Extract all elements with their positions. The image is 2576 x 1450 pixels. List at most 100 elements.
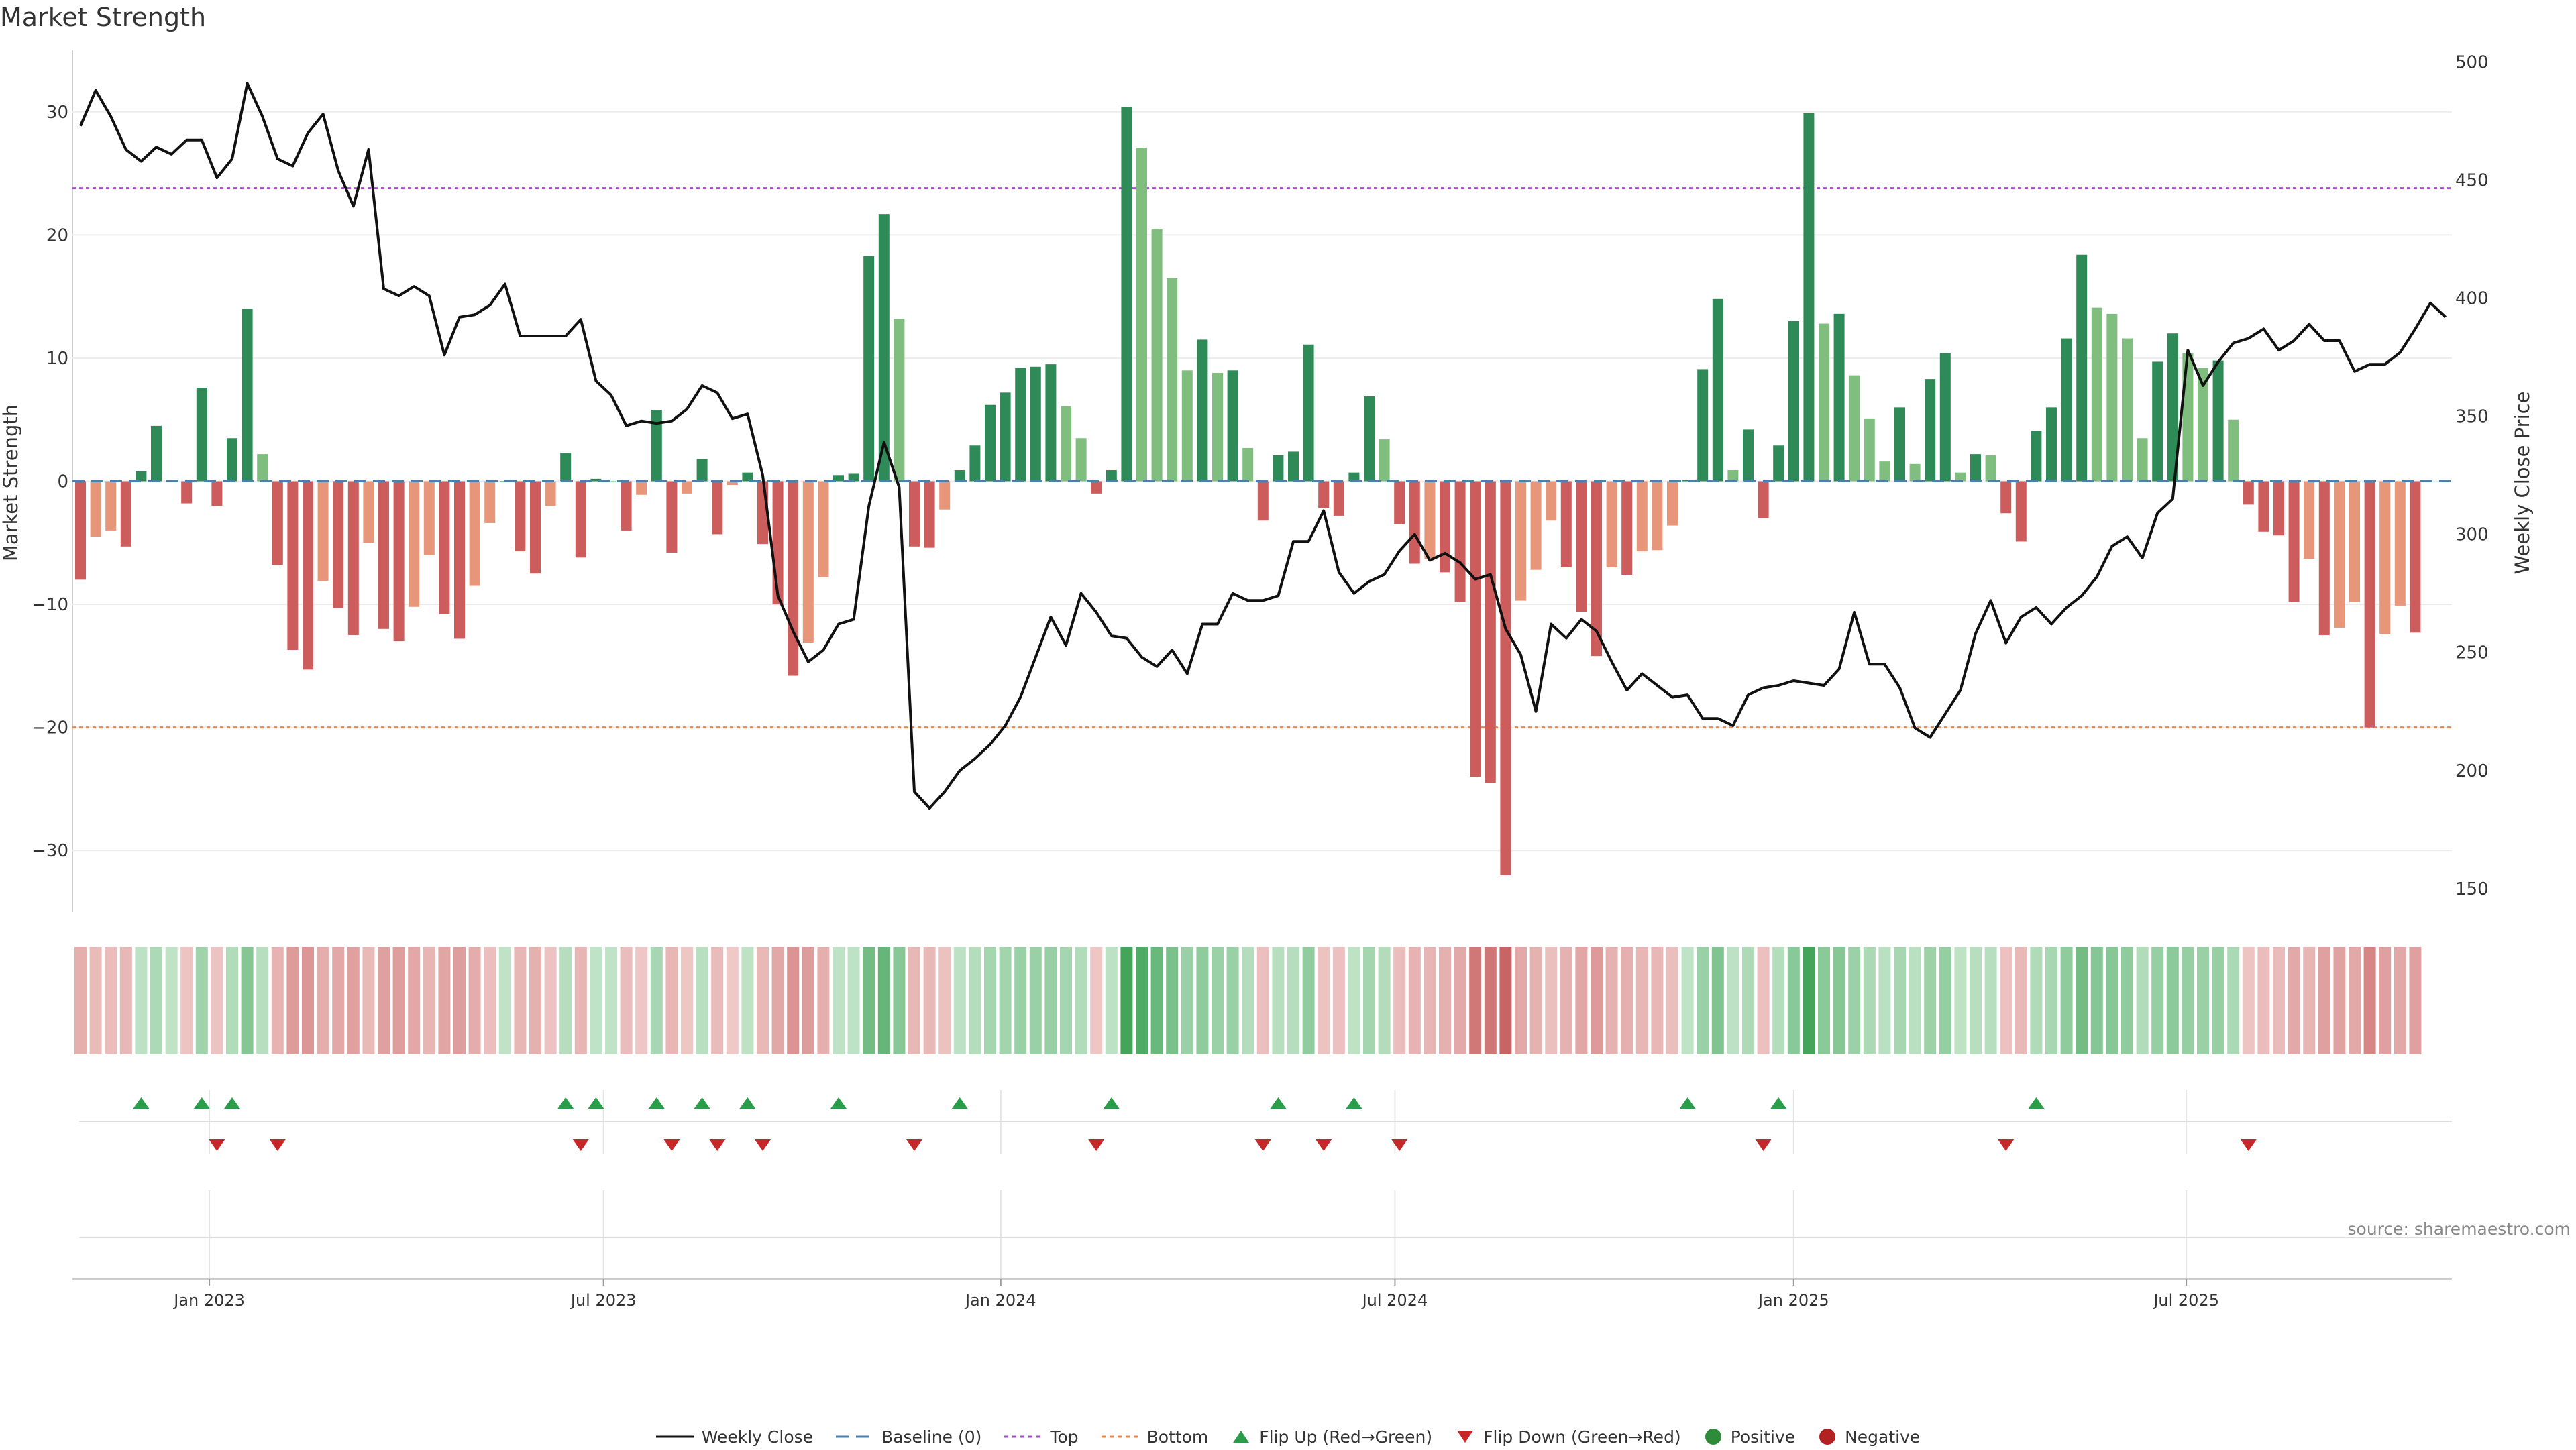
strength-bar bbox=[469, 481, 480, 586]
strength-bar bbox=[848, 473, 859, 482]
strength-bar bbox=[1985, 455, 1996, 482]
heat-cell bbox=[1120, 947, 1133, 1054]
strength-bar bbox=[196, 387, 207, 482]
strength-bar bbox=[2137, 438, 2148, 482]
heat-cell bbox=[2000, 947, 2012, 1054]
strength-bar bbox=[621, 481, 632, 531]
heat-cell bbox=[1635, 947, 1648, 1054]
strength-bar bbox=[1454, 481, 1466, 602]
flip-down-marker bbox=[663, 1139, 680, 1151]
heat-cell bbox=[302, 947, 314, 1054]
flip-up-marker bbox=[2028, 1097, 2045, 1109]
heat-cell bbox=[1878, 947, 1891, 1054]
heat-cell bbox=[1090, 947, 1103, 1054]
heat-cell bbox=[1029, 947, 1042, 1054]
heat-cell bbox=[1226, 947, 1239, 1054]
heat-cell bbox=[1105, 947, 1118, 1054]
strength-bar bbox=[1318, 481, 1330, 508]
heat-cell bbox=[2015, 947, 2027, 1054]
heat-cell bbox=[514, 947, 527, 1054]
strength-bar bbox=[651, 410, 662, 482]
y-tick-label: 20 bbox=[46, 225, 68, 245]
y2-tick-label: 450 bbox=[2455, 171, 2489, 191]
strength-bar bbox=[1530, 481, 1542, 570]
heat-cell bbox=[165, 947, 178, 1054]
y2-tick-label: 300 bbox=[2455, 525, 2489, 545]
legend-baseline: Baseline (0) bbox=[836, 1427, 982, 1447]
heat-cell bbox=[2273, 947, 2285, 1054]
heat-cell bbox=[2409, 947, 2422, 1054]
heat-cell bbox=[317, 947, 329, 1054]
heat-cell bbox=[1818, 947, 1830, 1054]
heat-cell bbox=[574, 947, 587, 1054]
heat-cell bbox=[2136, 947, 2149, 1054]
strength-bar bbox=[227, 438, 237, 482]
strength-bar bbox=[515, 481, 526, 552]
strength-bar bbox=[1485, 481, 1496, 783]
heat-cell bbox=[423, 947, 435, 1054]
x-tick-label: Jul 2023 bbox=[570, 1291, 637, 1310]
strength-bar bbox=[1424, 481, 1436, 559]
heat-cell bbox=[1014, 947, 1027, 1054]
heat-cell bbox=[1499, 947, 1512, 1054]
flip-up-marker bbox=[224, 1097, 240, 1109]
strength-bar bbox=[317, 481, 329, 581]
heat-cell bbox=[1363, 947, 1375, 1054]
heat-cell bbox=[2318, 947, 2330, 1054]
strength-bar bbox=[303, 481, 313, 670]
strength-bar bbox=[560, 453, 572, 482]
heat-cell bbox=[833, 947, 845, 1054]
heat-cell bbox=[438, 947, 451, 1054]
strength-bar bbox=[1682, 480, 1693, 482]
flip-down-marker bbox=[572, 1139, 589, 1151]
strength-bar bbox=[727, 481, 738, 486]
heat-cell bbox=[2166, 947, 2179, 1054]
x-tick-label: Jan 2024 bbox=[964, 1291, 1036, 1310]
flip-down-marker bbox=[906, 1139, 922, 1151]
flip-down-marker bbox=[2240, 1139, 2257, 1151]
strength-bar bbox=[393, 481, 405, 642]
heat-cell bbox=[1212, 947, 1224, 1054]
strength-bar bbox=[484, 481, 496, 523]
strength-bar bbox=[1591, 481, 1602, 657]
strength-bar bbox=[969, 445, 981, 482]
heat-cell bbox=[665, 947, 678, 1054]
y-tick-label: −30 bbox=[32, 841, 68, 861]
heat-cell bbox=[620, 947, 633, 1054]
heat-cell bbox=[408, 947, 421, 1054]
heat-cell bbox=[2151, 947, 2164, 1054]
heat-cell bbox=[1787, 947, 1800, 1054]
heat-cell bbox=[2121, 947, 2133, 1054]
flip-up-marker bbox=[588, 1097, 604, 1109]
y-tick-label: −20 bbox=[32, 718, 68, 738]
x-tick-label: Jul 2024 bbox=[1361, 1291, 1428, 1310]
heat-cell bbox=[953, 947, 966, 1054]
strength-bar bbox=[742, 472, 753, 482]
strength-bar bbox=[1879, 461, 1890, 482]
strength-bar bbox=[2364, 481, 2375, 728]
heat-cell bbox=[635, 947, 648, 1054]
heat-cell bbox=[741, 947, 754, 1054]
heat-cell bbox=[787, 947, 800, 1054]
heat-cell bbox=[1984, 947, 1997, 1054]
heat-cell bbox=[2242, 947, 2255, 1054]
heat-cell bbox=[2182, 947, 2194, 1054]
heat-cell bbox=[1332, 947, 1345, 1054]
heat-cell bbox=[498, 947, 511, 1054]
heat-cell bbox=[1575, 947, 1588, 1054]
strength-bar bbox=[1409, 481, 1420, 564]
legend-flip-up: Flip Up (Red→Green) bbox=[1231, 1427, 1432, 1447]
strength-bar bbox=[530, 481, 541, 574]
heat-cell bbox=[1560, 947, 1572, 1054]
strength-bar bbox=[1257, 481, 1269, 521]
heat-cell bbox=[2212, 947, 2224, 1054]
heat-cell bbox=[1591, 947, 1603, 1054]
flip-up-marker bbox=[1770, 1097, 1787, 1109]
strength-bar bbox=[682, 481, 692, 494]
heat-cell bbox=[2106, 947, 2118, 1054]
strength-bar bbox=[1667, 481, 1678, 526]
strength-bar bbox=[1136, 148, 1147, 482]
strength-bar bbox=[818, 481, 829, 577]
strength-bar bbox=[90, 481, 101, 537]
legend-flip-down: Flip Down (Green→Red) bbox=[1455, 1427, 1681, 1447]
